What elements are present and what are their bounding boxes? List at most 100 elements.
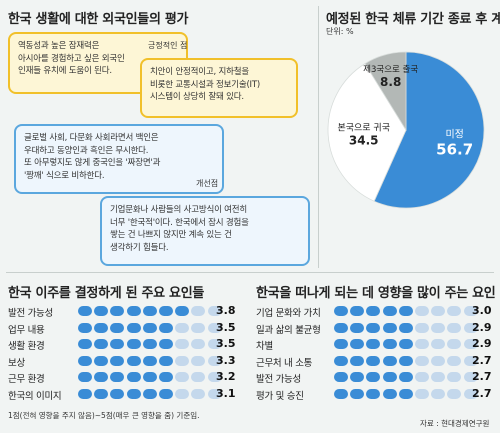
bar-segment xyxy=(463,306,478,316)
bar-category-label: 차별 xyxy=(256,341,273,352)
bar-value-label: 3.1 xyxy=(216,386,236,400)
bar-row: 한국의 이미지 3.1 xyxy=(8,387,238,403)
bar-segment xyxy=(126,388,141,399)
bar-segment xyxy=(334,322,348,333)
bar-segment xyxy=(431,372,446,382)
positive-bubble-2: 치안이 안정적이고, 지하철을 비롯한 교통시설과 정보기술(IT) 시스템이 … xyxy=(140,58,298,118)
bar-segment xyxy=(334,388,348,399)
bar-value-label: 2.9 xyxy=(472,337,492,350)
bar-segment xyxy=(94,339,109,349)
bar-row: 업무 내용 3.5 xyxy=(8,321,238,337)
bar-chart-1: 발전 가능성 3.8 업무 내용 3.5 생활 환경 3.5 보상 3.3 근무 환경 3.2 한국… xyxy=(8,304,238,404)
bar-segment xyxy=(334,339,348,349)
bar-segment xyxy=(94,322,109,333)
bar-chart-2: 기업 문화와 가치 3.0 일과 삶의 불균형 2.9 차별 2.9 근무처 내 소통 2.7… xyxy=(256,304,494,404)
bar-segment xyxy=(334,306,348,316)
bar-segment xyxy=(350,306,365,316)
bar-segment xyxy=(334,372,348,382)
bar-segment xyxy=(191,355,206,366)
bar-segment xyxy=(207,306,222,316)
bar-segment xyxy=(159,322,173,333)
bar-row: 근무 환경 3.2 xyxy=(8,370,238,386)
pie-unit: 단위: % xyxy=(326,27,354,36)
bar-value-label: 3.0 xyxy=(472,304,492,317)
bar-segment xyxy=(382,372,397,382)
bar-segment xyxy=(191,339,206,349)
bar-segment xyxy=(78,388,92,399)
source-note: 자료 : 현대경제연구원 xyxy=(420,419,490,428)
bar-segment xyxy=(159,306,173,316)
pie-slice-label: 본국으로 귀국 xyxy=(337,122,390,133)
bar-segment xyxy=(142,339,157,349)
positive-tag: 긍정적인 점 xyxy=(148,41,188,50)
bar-segment xyxy=(94,355,109,366)
bar-segment xyxy=(175,339,190,349)
bar-segment xyxy=(78,355,92,366)
bar-segment xyxy=(207,322,222,333)
bar-segment xyxy=(175,306,190,316)
bar-segment xyxy=(350,372,365,382)
bar-segment xyxy=(431,339,446,349)
bar-segment xyxy=(415,355,429,366)
bar-segment xyxy=(447,388,462,399)
bar-segment xyxy=(447,306,462,316)
evaluation-title: 한국 생활에 대한 외국인들의 평가 xyxy=(8,12,189,27)
bar-segment xyxy=(366,322,381,333)
bar-segment xyxy=(447,355,462,366)
bar-category-label: 한국의 이미지 xyxy=(8,390,62,402)
bar-segment xyxy=(175,388,190,399)
bar-value-label: 2.7 xyxy=(472,370,492,383)
bar-segment xyxy=(142,322,157,333)
bar-segment xyxy=(350,355,365,366)
bar-segment xyxy=(334,355,348,366)
bar-segment xyxy=(142,306,157,316)
bar-segment xyxy=(110,339,125,349)
bar-value-label: 2.7 xyxy=(472,386,492,400)
bar-segment xyxy=(431,388,446,399)
bar-segment xyxy=(350,339,365,349)
bar-category-label: 보상 xyxy=(8,357,25,369)
bar-segment xyxy=(447,322,462,333)
bar-row: 차별 2.9 xyxy=(256,337,494,353)
bar-segment xyxy=(191,388,206,399)
bar-row: 평가 및 승진 2.7 xyxy=(256,387,494,403)
bar-segment xyxy=(142,388,157,399)
bar-segment xyxy=(191,322,206,333)
bar-value-label: 3.2 xyxy=(216,370,236,383)
bar-segment xyxy=(350,322,365,333)
bar-segment xyxy=(463,322,478,333)
bar-segment xyxy=(415,322,429,333)
bar-segment xyxy=(78,372,92,382)
bar-segment xyxy=(447,339,462,349)
bar-segment xyxy=(366,339,381,349)
bar-segment xyxy=(431,355,446,366)
bar-row: 근무처 내 소통 2.7 xyxy=(256,354,494,370)
bar-value-label: 3.3 xyxy=(216,353,236,367)
bar-segment xyxy=(110,388,125,399)
bar-row: 생활 환경 3.5 xyxy=(8,337,238,353)
bar-segment xyxy=(110,372,125,382)
bar-segment xyxy=(78,339,92,349)
bar-segment xyxy=(110,355,125,366)
bar-segment xyxy=(78,306,92,316)
bar-segment xyxy=(398,355,413,366)
bar-category-label: 기업 문화와 가치 xyxy=(256,308,321,319)
bar-segment xyxy=(463,355,478,366)
pie-slice-value: 56.7 xyxy=(436,140,473,158)
bar-segment xyxy=(415,372,429,382)
footnote: 1점(전혀 영향을 주지 않음)~5점(매우 큰 영향을 줌) 기준임. xyxy=(8,411,200,420)
bar-segment xyxy=(142,355,157,366)
bar-segment xyxy=(207,355,222,366)
bar-segment xyxy=(94,388,109,399)
bar-segment xyxy=(415,388,429,399)
bar-segment xyxy=(463,388,478,399)
bar-segment xyxy=(398,388,413,399)
vertical-divider xyxy=(318,6,319,268)
bar-row: 발전 가능성 3.8 xyxy=(8,304,238,320)
bar-segment xyxy=(175,322,190,333)
bar-segment xyxy=(431,322,446,333)
bar-segment xyxy=(126,372,141,382)
bar-segment xyxy=(366,306,381,316)
pie-slice-value: 8.8 xyxy=(380,75,401,89)
bar-segment xyxy=(415,306,429,316)
